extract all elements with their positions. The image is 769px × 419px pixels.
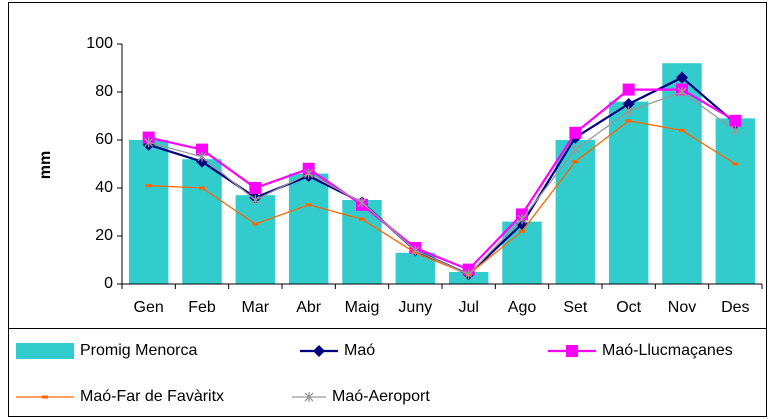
x-tick-label: Mar — [242, 299, 270, 316]
x-tick-label: Jul — [458, 299, 478, 316]
x-tick-label: Ago — [508, 299, 537, 316]
bar — [662, 63, 702, 285]
bar — [235, 195, 276, 284]
point — [570, 144, 580, 155]
bar — [128, 140, 169, 284]
point — [676, 71, 688, 84]
line — [148, 120, 736, 276]
point — [624, 106, 634, 117]
bar — [608, 101, 649, 284]
legend-label: Maó-Aeroport — [332, 388, 430, 405]
point — [732, 162, 739, 166]
y-tick-label: 40 — [95, 179, 113, 196]
bar — [182, 159, 222, 284]
point — [622, 98, 635, 110]
point — [357, 197, 367, 208]
legend-label: Maó-Llucmaçanes — [602, 342, 733, 359]
x-tick-label: Oct — [616, 299, 641, 316]
point — [677, 87, 687, 97]
point — [569, 126, 582, 139]
legend-frame — [8, 328, 767, 417]
x-tick-label: Juny — [398, 299, 432, 316]
bar — [555, 140, 596, 284]
line — [148, 91, 736, 276]
point — [199, 186, 205, 190]
legend-label: Maó-Far de Favàritx — [80, 388, 224, 405]
bar — [715, 118, 756, 285]
bar — [288, 173, 329, 284]
y-tick-label: 100 — [86, 35, 113, 52]
legend-swatch — [16, 343, 74, 359]
point — [730, 125, 740, 136]
y-tick-label: 20 — [95, 227, 113, 244]
point — [679, 128, 685, 132]
bar — [342, 200, 382, 284]
x-tick-label: Nov — [668, 299, 696, 316]
point — [145, 184, 152, 188]
x-tick-label: Gen — [134, 299, 164, 316]
point — [305, 203, 312, 207]
point — [572, 160, 579, 164]
point — [410, 245, 420, 256]
point — [304, 168, 314, 179]
x-tick-label: Abr — [296, 299, 322, 316]
x-tick-label: Maig — [345, 299, 380, 316]
point — [622, 83, 635, 96]
legend-marker — [566, 345, 578, 357]
point — [464, 269, 474, 280]
point — [249, 182, 262, 194]
y-tick-label: 60 — [95, 131, 113, 148]
y-tick-label: 80 — [95, 83, 113, 100]
y-axis-label: mm — [37, 151, 54, 179]
point — [250, 195, 260, 205]
point — [729, 114, 742, 127]
legend-label: Maó — [344, 342, 375, 359]
line — [148, 88, 736, 271]
legend-label: Promig Menorca — [80, 342, 197, 359]
point — [197, 151, 207, 162]
point — [359, 217, 365, 221]
x-tick-label: Set — [563, 299, 588, 316]
y-tick-label: 0 — [104, 275, 113, 292]
point — [252, 222, 259, 226]
x-tick-label: Feb — [188, 299, 216, 316]
point — [517, 214, 527, 225]
legend-marker — [313, 345, 325, 357]
legend-marker — [304, 392, 314, 402]
x-tick-label: Des — [721, 299, 749, 316]
point — [144, 137, 154, 148]
legend-marker — [42, 395, 48, 399]
point — [519, 229, 525, 233]
point — [625, 119, 632, 123]
point — [196, 143, 208, 156]
